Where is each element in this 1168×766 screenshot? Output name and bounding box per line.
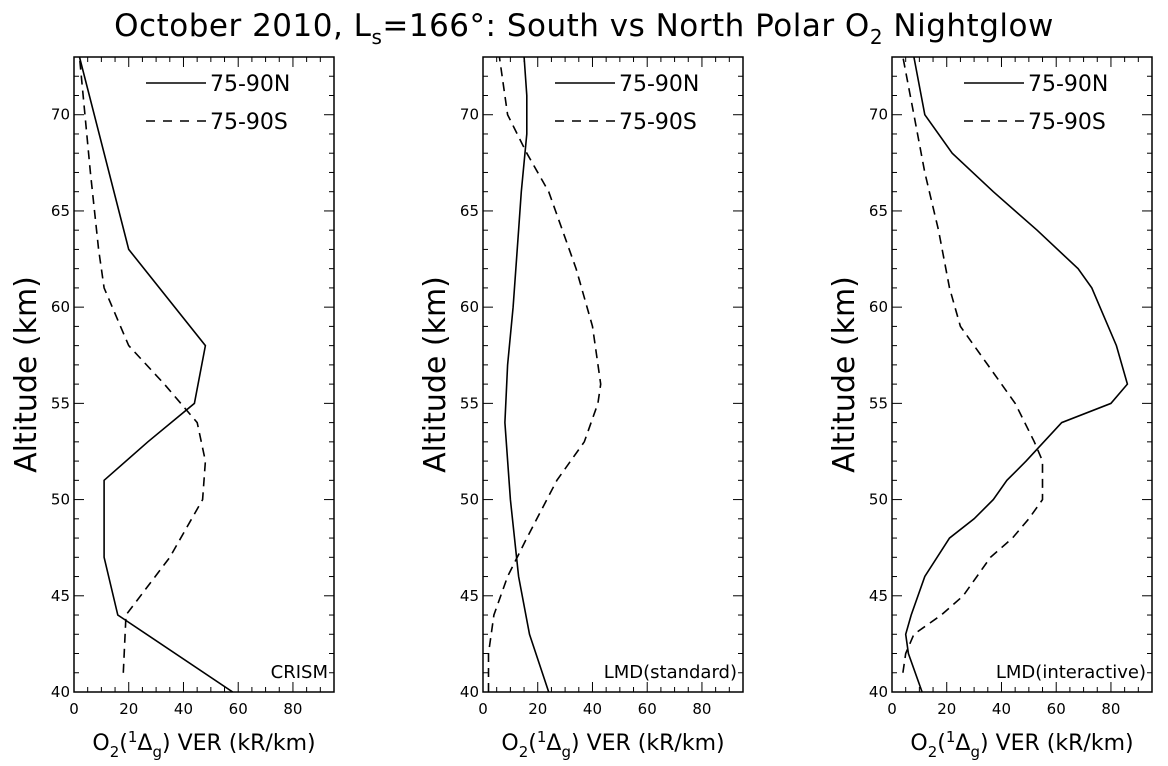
panels: 40 45 50 55 60 65 70 0 20 40 60 80 Altitude (km) O2(1…	[9, 56, 1153, 761]
y-tick-label: 45	[460, 587, 479, 605]
legend-label: 75-90S	[619, 110, 697, 135]
legend-label: 75-90N	[619, 72, 699, 97]
y-tick-label: 65	[460, 202, 479, 220]
plot-frame	[482, 56, 744, 693]
panel-1: 40 45 50 55 60 65 70 0 20 40 60 80 Altitude (km) O2(1…	[9, 56, 335, 761]
x-tick-label: 20	[119, 700, 138, 718]
plot-frame	[73, 56, 335, 693]
x-axis-label: O2(1Δg) VER (kR/km)	[92, 728, 315, 761]
y-tick-label: 40	[869, 683, 888, 701]
y-tick-label: 60	[869, 298, 888, 316]
series-75-90s	[487, 57, 602, 692]
y-tick-label: 45	[51, 587, 70, 605]
series-75-90n	[78, 57, 234, 692]
y-tick-label: 65	[869, 202, 888, 220]
y-tick-label: 55	[460, 394, 479, 412]
x-tick-label: 0	[69, 700, 79, 718]
series-75-90n	[904, 57, 1129, 692]
y-tick-label: 65	[51, 202, 70, 220]
y-tick-label: 70	[460, 106, 479, 124]
y-axis-label: Altitude (km)	[827, 276, 862, 473]
legend-label: 75-90S	[1028, 110, 1106, 135]
y-tick-label: 55	[869, 394, 888, 412]
y-tick-label: 60	[460, 298, 479, 316]
x-tick-label: 0	[478, 700, 488, 718]
x-tick-label: 20	[937, 700, 956, 718]
legend-label: 75-90S	[210, 110, 288, 135]
y-tick-label: 60	[51, 298, 70, 316]
y-tick-label: 70	[51, 106, 70, 124]
y-tick-label: 50	[51, 491, 70, 509]
y-axis-label: Altitude (km)	[418, 276, 453, 473]
legend-label: 75-90N	[210, 72, 290, 97]
y-axis-label: Altitude (km)	[9, 276, 44, 473]
y-tick-label: 40	[51, 683, 70, 701]
x-tick-label: 60	[229, 700, 248, 718]
series-75-90s	[78, 57, 207, 673]
x-tick-label: 20	[528, 700, 547, 718]
x-axis-label: O2(1Δg) VER (kR/km)	[501, 728, 724, 761]
x-tick-label: 40	[992, 700, 1011, 718]
y-tick-label: 70	[869, 106, 888, 124]
panel-3: 40 45 50 55 60 65 70 0 20 40 60 80 Altitude (km) O2(1…	[827, 56, 1153, 761]
panel-2: 40 45 50 55 60 65 70 0 20 40 60 80 Altitude (km) O2(1…	[418, 56, 744, 761]
x-tick-label: 80	[692, 700, 711, 718]
x-tick-label: 40	[174, 700, 193, 718]
x-axis-label: O2(1Δg) VER (kR/km)	[910, 728, 1133, 761]
panel-annotation: LMD(interactive)	[996, 662, 1146, 683]
x-tick-label: 40	[583, 700, 602, 718]
panel-annotation: LMD(standard)	[604, 662, 737, 683]
x-tick-label: 0	[887, 700, 897, 718]
plot-frame	[891, 56, 1153, 693]
y-tick-label: 50	[869, 491, 888, 509]
figure-title: October 2010, Ls=166°: South vs North Po…	[114, 8, 1054, 49]
y-tick-label: 50	[460, 491, 479, 509]
y-tick-label: 40	[460, 683, 479, 701]
x-tick-label: 60	[1047, 700, 1066, 718]
x-tick-label: 80	[283, 700, 302, 718]
y-tick-label: 45	[869, 587, 888, 605]
panel-annotation: CRISM	[271, 662, 328, 683]
legend-label: 75-90N	[1028, 72, 1108, 97]
x-tick-label: 60	[638, 700, 657, 718]
series-75-90n	[504, 57, 550, 692]
x-tick-label: 80	[1101, 700, 1120, 718]
y-tick-label: 55	[51, 394, 70, 412]
